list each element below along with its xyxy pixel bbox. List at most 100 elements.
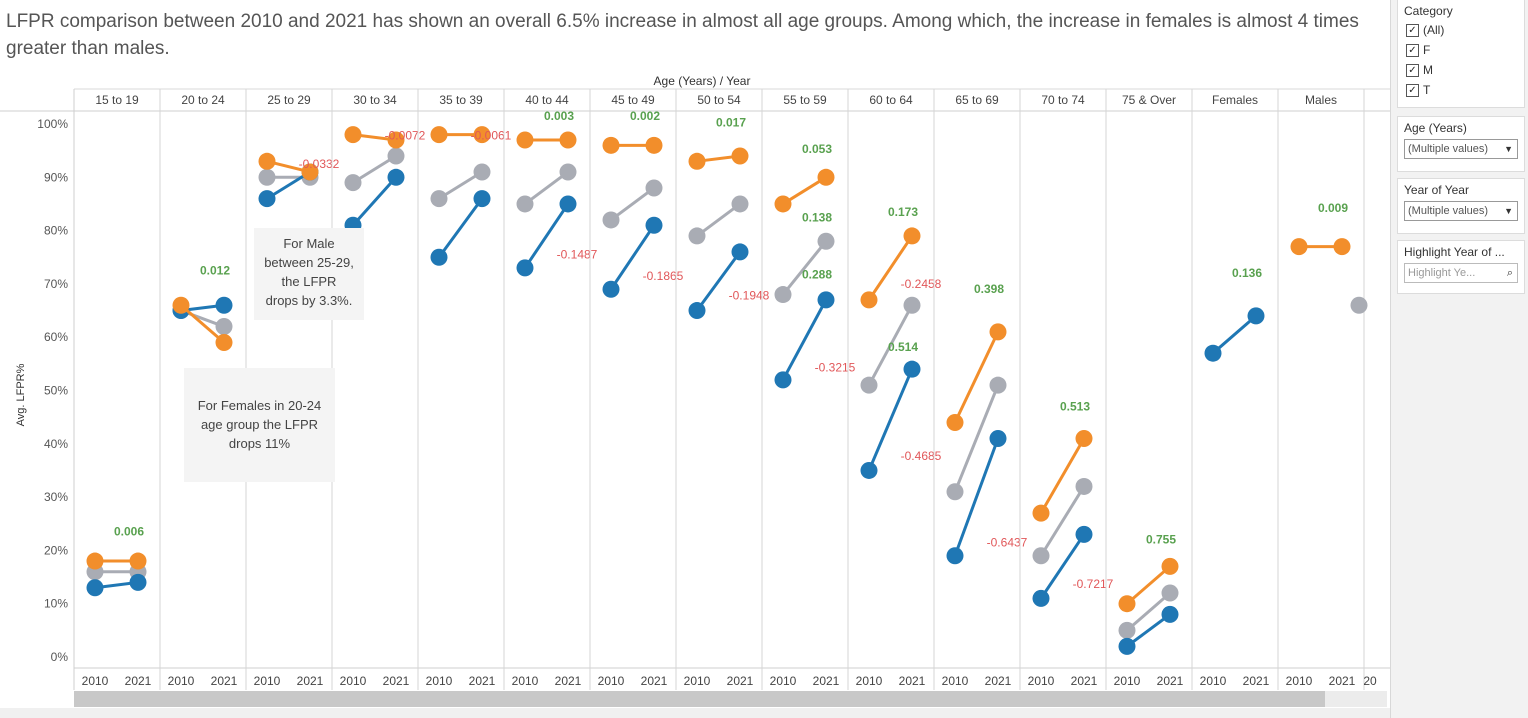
data-point-T <box>1161 584 1179 602</box>
x-tick-label: 2021 <box>641 674 668 688</box>
data-point-T <box>946 483 964 501</box>
x-tick-label: 2010 <box>82 674 109 688</box>
data-point-M <box>1118 637 1136 655</box>
category-filter-title: Category <box>1404 4 1453 18</box>
data-point-T <box>473 163 491 181</box>
data-point-M <box>1204 344 1222 362</box>
data-point-T <box>688 227 706 245</box>
data-point-M <box>215 296 233 314</box>
data-label-decrease: -0.3215 <box>815 361 856 375</box>
y-tick-label: 100% <box>37 117 68 131</box>
year-filter-dropdown[interactable]: (Multiple values) ▼ <box>1404 201 1518 221</box>
highlight-filter-title: Highlight Year of ... <box>1404 245 1505 259</box>
data-point-F <box>1118 595 1136 613</box>
data-label-decrease: -0.7217 <box>1073 577 1114 591</box>
checkbox-f[interactable]: ✓ <box>1406 43 1419 57</box>
x-tick-label: 2021 <box>985 674 1012 688</box>
y-tick-label: 10% <box>44 597 68 611</box>
horizontal-scrollbar[interactable] <box>74 691 1387 707</box>
data-label-increase: 0.398 <box>974 282 1004 296</box>
data-label-increase: 0.017 <box>716 115 746 129</box>
panel-header-label: 45 to 49 <box>611 93 655 107</box>
x-tick-label: 20 <box>1363 674 1377 688</box>
scrollbar-thumb[interactable] <box>74 691 1325 707</box>
panel-header-label: 75 & Over <box>1122 93 1176 107</box>
highlight-search-input[interactable]: Highlight Ye... ⌕ <box>1404 263 1518 283</box>
x-tick-label: 2010 <box>770 674 797 688</box>
x-tick-label: 2010 <box>340 674 367 688</box>
data-point-T <box>1075 477 1093 495</box>
y-tick-label: 40% <box>44 437 68 451</box>
data-label-increase: 0.002 <box>630 109 660 123</box>
data-point-T <box>1350 296 1368 314</box>
category-option-m[interactable]: ✓ M <box>1398 60 1524 80</box>
data-point-M <box>86 579 104 597</box>
data-point-M <box>1075 525 1093 543</box>
y-tick-label: 30% <box>44 490 68 504</box>
data-point-F <box>946 413 964 431</box>
data-point-M <box>860 461 878 479</box>
data-label-decrease: -0.1948 <box>729 289 770 303</box>
y-tick-label: 60% <box>44 330 68 344</box>
data-point-T <box>344 174 362 192</box>
data-label-decrease: -0.1487 <box>557 248 598 262</box>
data-point-F <box>1161 557 1179 575</box>
x-tick-label: 2010 <box>942 674 969 688</box>
data-point-M <box>688 302 706 320</box>
checkbox-all[interactable]: ✓ <box>1406 23 1419 37</box>
panel-header-label: 15 to 19 <box>95 93 139 107</box>
series-line-T <box>1039 485 1086 557</box>
male-annotation: For Male between 25-29, the LFPR drops b… <box>254 228 364 320</box>
data-point-T <box>516 195 534 213</box>
data-point-F <box>1333 238 1351 256</box>
x-tick-label: 2010 <box>684 674 711 688</box>
category-option-f[interactable]: ✓ F <box>1398 40 1524 60</box>
data-point-M <box>516 259 534 277</box>
data-point-M <box>817 291 835 309</box>
checkbox-t[interactable]: ✓ <box>1406 83 1419 97</box>
highlight-search-placeholder: Highlight Ye... <box>1408 267 1476 279</box>
data-point-M <box>645 216 663 234</box>
series-line-M <box>351 176 398 227</box>
panel-header-label: Males <box>1305 93 1337 107</box>
y-tick-label: 70% <box>44 277 68 291</box>
data-point-T <box>989 376 1007 394</box>
x-tick-label: 2010 <box>1286 674 1313 688</box>
x-tick-label: 2010 <box>512 674 539 688</box>
checkbox-m[interactable]: ✓ <box>1406 63 1419 77</box>
data-point-F <box>602 136 620 154</box>
data-point-M <box>430 248 448 266</box>
category-option-t[interactable]: ✓ T <box>1398 80 1524 100</box>
data-point-F <box>817 168 835 186</box>
x-tick-label: 2010 <box>856 674 883 688</box>
series-line-T <box>781 240 828 296</box>
data-point-T <box>387 147 405 165</box>
x-tick-label: 2021 <box>555 674 582 688</box>
data-point-F <box>129 552 147 570</box>
series-line-F <box>1126 565 1171 605</box>
data-label-increase: 0.136 <box>1232 266 1262 280</box>
y-tick-label: 0% <box>51 650 69 664</box>
age-filter: Age (Years) (Multiple values) ▼ <box>1397 116 1525 172</box>
category-option-all[interactable]: ✓ (All) <box>1398 20 1524 40</box>
series-line-M <box>437 197 484 259</box>
panel-header-label: 55 to 59 <box>783 93 827 107</box>
data-label-decrease: -0.6437 <box>987 535 1028 549</box>
x-tick-label: 2010 <box>598 674 625 688</box>
series-line-M <box>953 437 1000 557</box>
data-point-M <box>473 190 491 208</box>
data-point-F <box>645 136 663 154</box>
series-line-T <box>1126 591 1171 632</box>
panel-header-label: 20 to 24 <box>181 93 225 107</box>
status-strip <box>0 708 1528 718</box>
data-label-decrease: -0.2458 <box>901 277 942 291</box>
data-label-increase: 0.288 <box>802 267 832 281</box>
age-filter-title: Age (Years) <box>1404 121 1467 135</box>
data-point-M <box>559 195 577 213</box>
category-option-label: (All) <box>1423 23 1445 37</box>
chevron-down-icon: ▼ <box>1504 206 1513 216</box>
data-point-T <box>903 296 921 314</box>
data-point-F <box>1290 238 1308 256</box>
age-filter-dropdown[interactable]: (Multiple values) ▼ <box>1404 139 1518 159</box>
data-point-F <box>1032 504 1050 522</box>
